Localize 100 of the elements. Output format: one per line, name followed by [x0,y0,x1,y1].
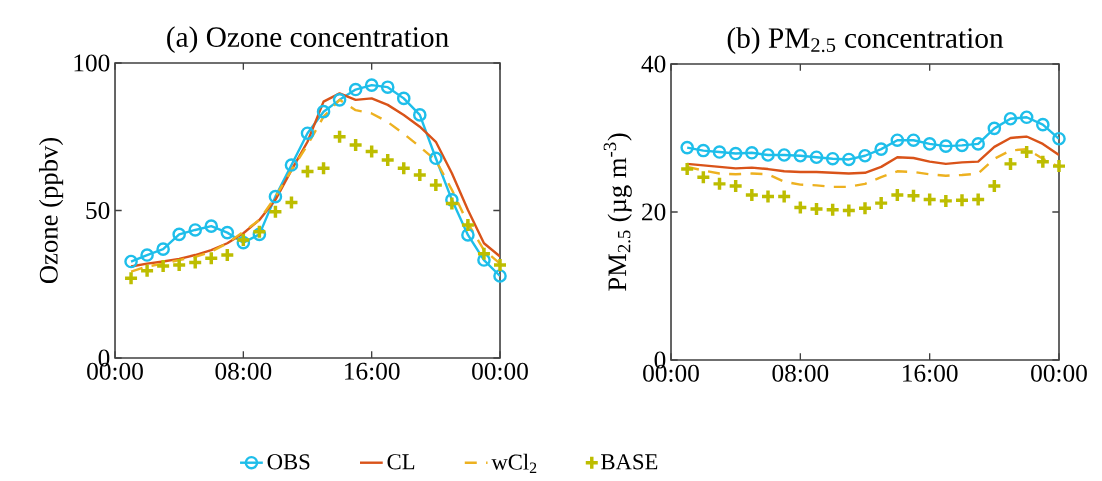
x-tick-label: 16:00 [903,364,958,382]
point [140,248,154,262]
point [745,145,759,160]
point [396,160,412,177]
point [696,143,711,158]
y-tick-label: 40 [641,55,666,73]
point [187,254,203,271]
x-tick-label: 08:00 [772,364,829,382]
point [316,104,331,119]
point [1051,158,1067,174]
point [987,121,1002,136]
point [825,151,840,166]
point [986,178,1003,194]
legend-label: BASE [601,454,658,470]
point [921,191,938,208]
point [315,160,332,177]
point [332,93,347,107]
point [761,148,775,162]
point [744,187,760,203]
point [220,225,235,240]
point [380,80,395,94]
point [347,137,364,153]
legend-label: wCl$_{2}$ [491,453,537,474]
point [1036,117,1050,132]
point [461,228,475,242]
legend-label: OBS [267,454,310,470]
point [711,176,728,192]
point [476,246,492,262]
point [251,223,268,240]
point [922,137,937,151]
point [906,133,921,148]
point [171,257,187,273]
point [412,167,428,183]
point [204,219,219,233]
point [1018,144,1035,160]
point [809,150,824,165]
point [841,202,857,219]
point [299,163,316,180]
point [680,140,694,155]
point [267,203,284,220]
point [493,269,507,283]
point [938,193,954,209]
point [728,146,743,161]
point [284,158,299,172]
point [971,137,985,151]
x-tick-label: 00:00 [472,362,528,380]
y-tick-label: 20 [642,203,666,221]
point [396,91,411,106]
point [792,199,809,216]
point [124,254,138,269]
point [268,189,283,204]
x-tick-label: 00:00 [1031,364,1087,382]
point [139,262,155,279]
point [477,253,491,267]
point [760,188,776,205]
point [890,133,905,148]
point [695,169,712,185]
legend-label: CL [387,454,415,470]
point [379,152,396,168]
point [188,223,203,237]
chart-title: (b) PM$_{2.5}$ concentration [727,27,1004,54]
point [413,108,427,122]
point [428,177,444,193]
chart-title: (a) Ozone concentration [167,26,449,53]
point [793,148,808,163]
point [727,178,744,194]
point [679,161,695,177]
point [905,187,922,204]
x-tick-label: 16:00 [345,362,400,380]
y-axis-title: Ozone (ppbv) [38,137,64,284]
point [858,148,872,163]
point [364,78,379,92]
x-tick-label: 08:00 [215,362,272,380]
point [331,129,348,145]
point [939,139,953,153]
point [955,138,969,153]
point [123,270,139,287]
point [283,194,300,211]
point [444,195,460,212]
point [363,143,380,160]
point [492,257,508,273]
point [203,250,219,267]
point [219,247,236,263]
point [824,202,841,218]
y-tick-label: 50 [86,201,110,220]
point [348,82,363,97]
y-axis-title: PM$_{2.5}$ (µg m$^{-3}$) [603,133,632,291]
point [155,258,171,274]
point [970,191,986,208]
y-tick-label: 100 [74,54,110,72]
point [445,193,459,207]
point [954,192,970,208]
point [873,195,889,211]
point [460,217,476,233]
point [874,142,888,156]
point [1019,110,1034,125]
point [857,200,873,217]
point [889,187,906,203]
point [842,152,856,167]
point [429,151,443,166]
